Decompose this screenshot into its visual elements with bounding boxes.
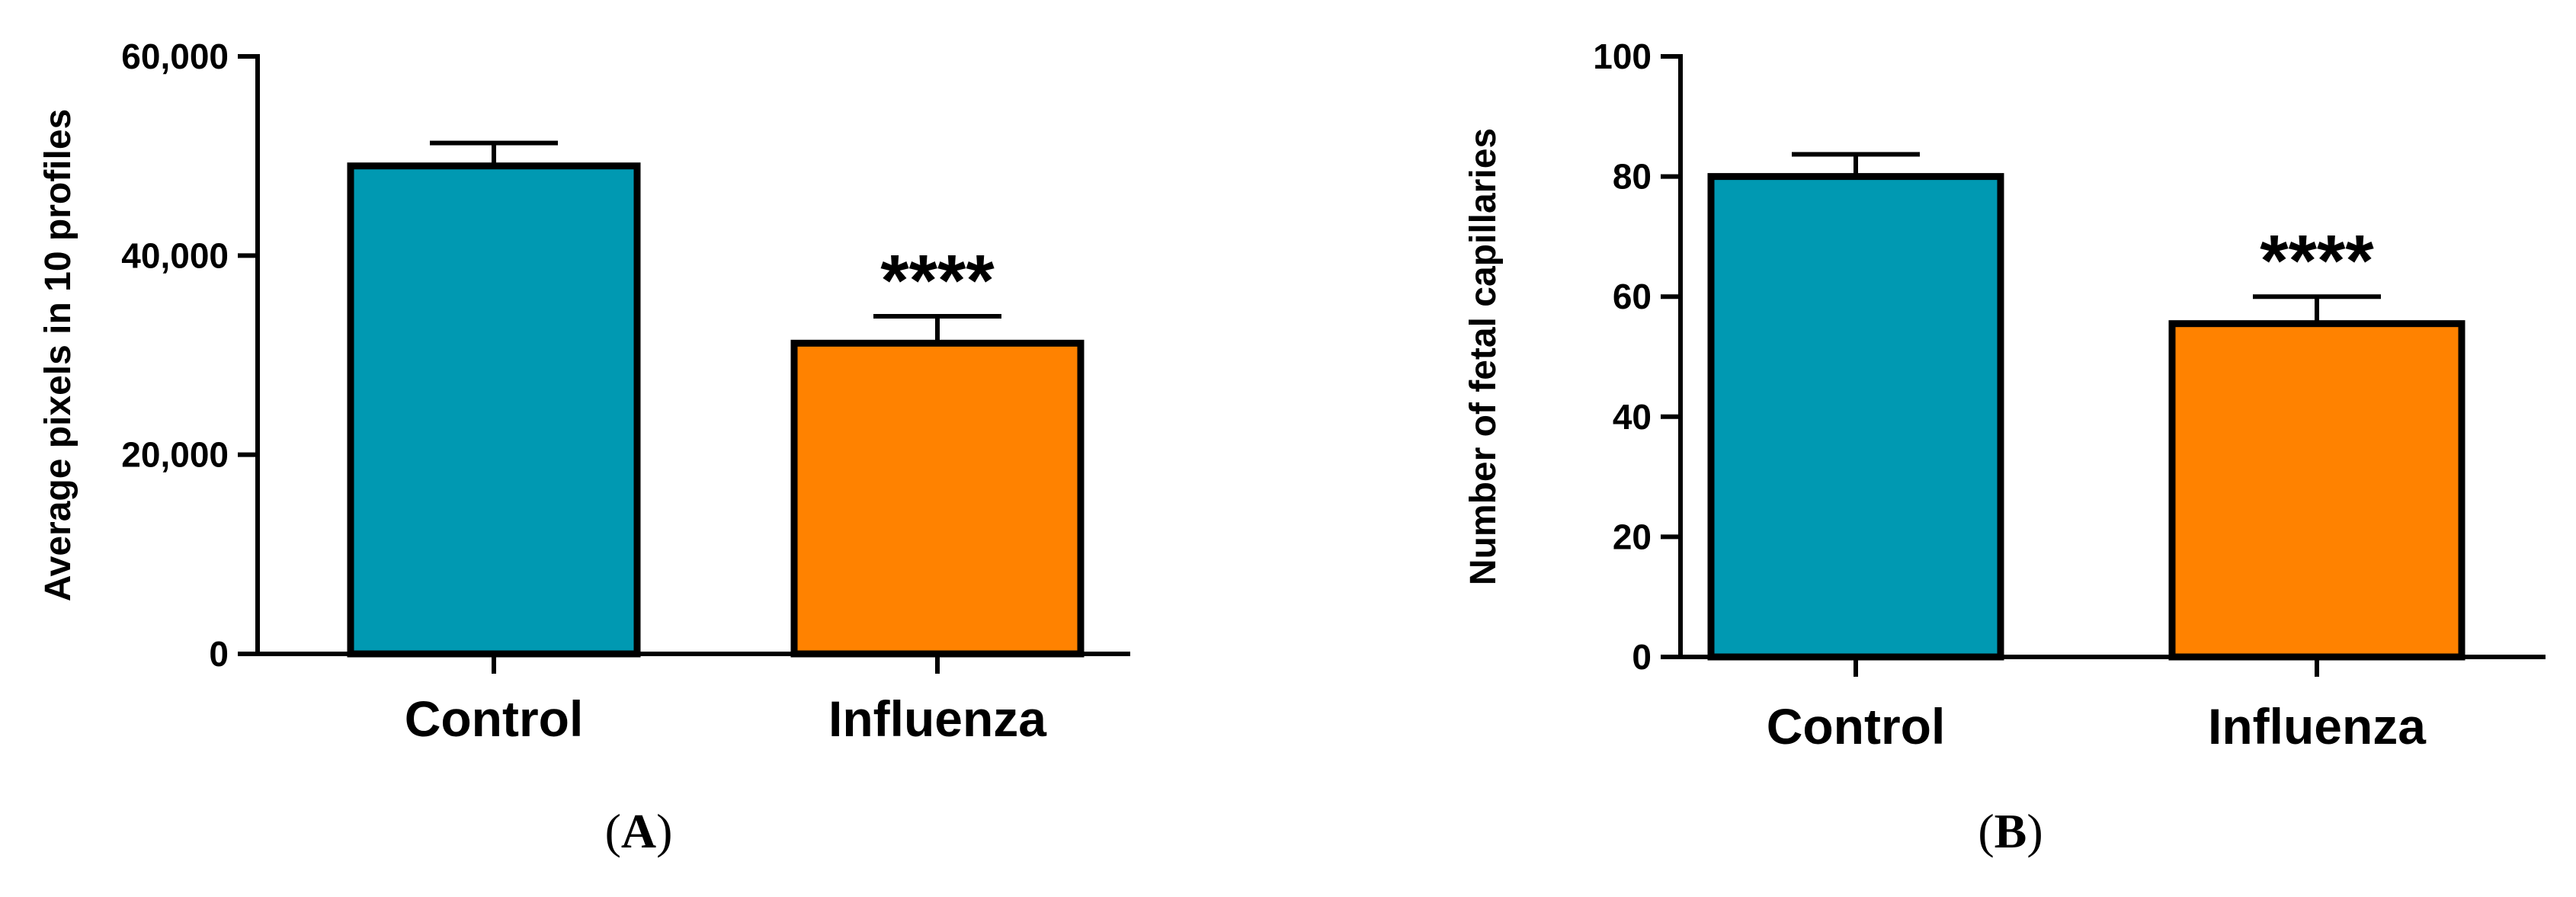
y-tick-label: 40 <box>1613 397 1652 437</box>
chart-panel-a: **** 0 20,000 40,000 60,000 Control Influenza A… <box>38 37 1130 858</box>
chart-panel-b: **** 0 20 40 60 80 100 Control Influenza Number o… <box>1463 37 2546 858</box>
y-tick-label: 0 <box>209 634 229 674</box>
y-tick-label: 20,000 <box>121 435 229 475</box>
y-axis-title: Average pixels in 10 profiles <box>38 109 78 602</box>
y-tick-label: 60,000 <box>121 37 229 76</box>
panel-label: (B) <box>1978 804 2043 858</box>
bar-influenza <box>790 339 1085 658</box>
y-tick-label: 0 <box>1632 637 1652 677</box>
x-category-label-influenza: Influenza <box>2208 698 2427 754</box>
bar-control <box>1707 173 2004 661</box>
panel-letter: B <box>1994 804 2027 858</box>
significance-marker-influenza: **** <box>880 240 995 322</box>
significance-marker-influenza: **** <box>2260 220 2374 302</box>
y-tick-label: 40,000 <box>121 235 229 275</box>
panel-label: (A) <box>605 804 673 858</box>
bar-control <box>347 162 641 658</box>
y-tick-label: 20 <box>1613 517 1652 556</box>
x-category-label-influenza: Influenza <box>828 690 1047 747</box>
y-tick-label: 60 <box>1613 277 1652 316</box>
y-tick-label: 100 <box>1593 37 1652 76</box>
panel-letter: A <box>621 804 656 858</box>
y-tick-label: 80 <box>1613 157 1652 197</box>
x-category-label-control: Control <box>1767 698 1946 754</box>
bar-influenza <box>2168 320 2465 661</box>
x-category-label-control: Control <box>405 690 584 747</box>
y-axis-title: Number of fetal capillaries <box>1463 128 1504 585</box>
